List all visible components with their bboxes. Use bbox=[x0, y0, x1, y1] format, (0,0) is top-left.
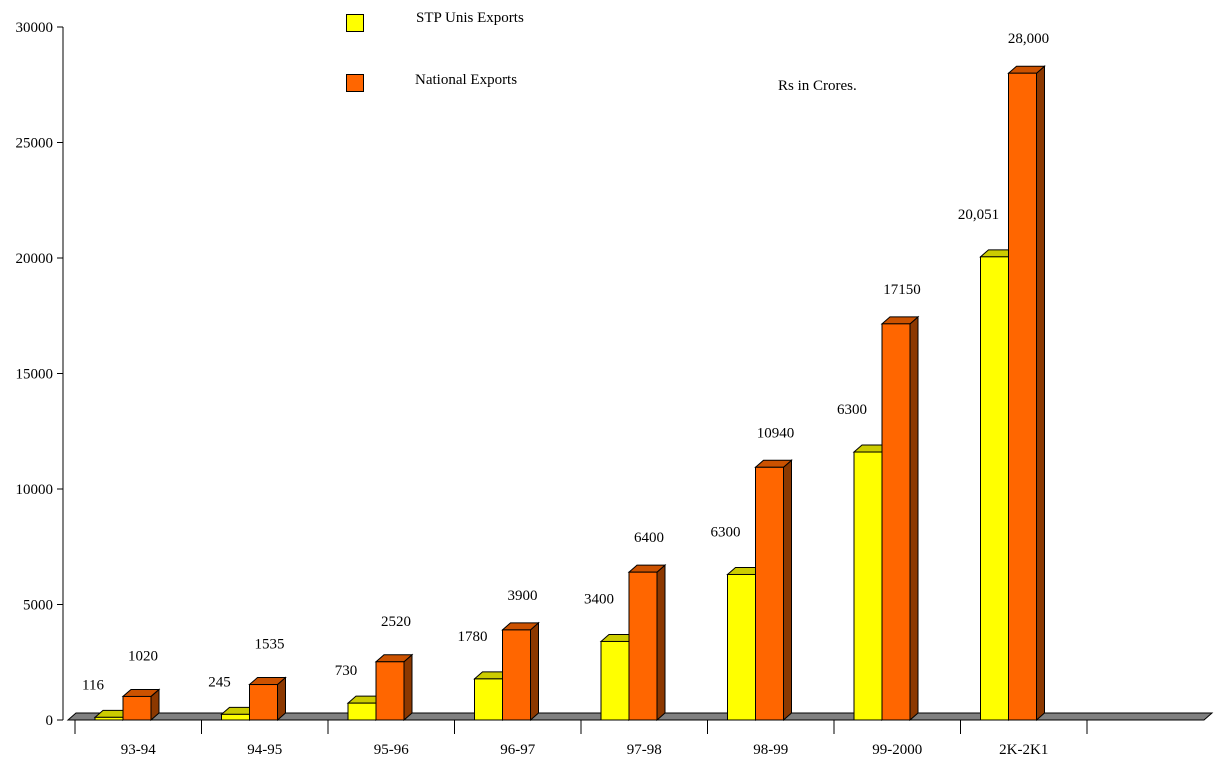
bar-side-national bbox=[1036, 65, 1045, 722]
bar-side-national bbox=[530, 621, 539, 722]
bar-stp bbox=[980, 256, 1009, 721]
bar-national bbox=[502, 629, 531, 721]
data-label-national: 1020 bbox=[128, 648, 158, 664]
data-label-stp: 3400 bbox=[584, 591, 614, 607]
data-label-national: 10940 bbox=[757, 425, 795, 441]
bar-stp bbox=[853, 451, 883, 721]
y-tick-label: 0 bbox=[46, 713, 54, 729]
data-label-stp: 245 bbox=[208, 674, 231, 690]
data-label-stp: 1780 bbox=[458, 629, 488, 645]
bar-national bbox=[755, 466, 784, 721]
x-tick-label: 2K-2K1 bbox=[999, 742, 1048, 758]
y-tick-label: 25000 bbox=[16, 136, 54, 152]
bar-side-national bbox=[403, 653, 413, 722]
data-label-national: 1535 bbox=[255, 637, 285, 653]
data-label-stp: 6300 bbox=[711, 524, 741, 540]
x-tick-label: 95-96 bbox=[374, 742, 409, 758]
data-label-stp: 6300 bbox=[837, 402, 867, 418]
legend-label-stp: STP Unis Exports bbox=[416, 10, 524, 26]
bar-side-national bbox=[909, 315, 919, 722]
bar-stp bbox=[221, 713, 250, 721]
bar-national bbox=[249, 684, 278, 721]
bar-national bbox=[1008, 72, 1037, 721]
x-tick-label: 96-97 bbox=[500, 742, 535, 758]
bar-side-national bbox=[656, 564, 666, 722]
x-tick-label: 97-98 bbox=[627, 742, 662, 758]
legend-label-national: National Exports bbox=[415, 72, 518, 88]
unit-note: Rs in Crores. bbox=[778, 78, 857, 94]
data-label-stp: 730 bbox=[335, 663, 358, 679]
y-tick-label: 30000 bbox=[16, 20, 54, 36]
data-label-national: 6400 bbox=[634, 530, 664, 546]
y-tick-label: 20000 bbox=[16, 251, 54, 267]
legend-swatch-stp bbox=[346, 14, 364, 32]
bar-national bbox=[122, 695, 152, 721]
bar-national bbox=[881, 323, 911, 721]
bar-side-national bbox=[783, 459, 792, 722]
legend-swatch-national bbox=[346, 74, 364, 92]
y-tick-label: 15000 bbox=[16, 367, 54, 383]
y-tick-label: 5000 bbox=[23, 598, 53, 614]
bar-stp bbox=[727, 573, 756, 721]
bar-stp bbox=[474, 678, 503, 721]
bar-stp bbox=[600, 640, 630, 721]
bar-stp bbox=[347, 702, 377, 721]
x-tick-label: 93-94 bbox=[121, 742, 156, 758]
data-label-national: 3900 bbox=[508, 588, 538, 604]
bar-national bbox=[375, 661, 405, 721]
bar-national bbox=[628, 571, 658, 721]
data-label-national: 2520 bbox=[381, 614, 411, 630]
x-tick-label: 94-95 bbox=[247, 742, 282, 758]
data-label-stp: 20,051 bbox=[958, 207, 999, 223]
data-label-national: 28,000 bbox=[1008, 31, 1049, 47]
y-tick-label: 10000 bbox=[16, 482, 54, 498]
x-tick-label: 99-2000 bbox=[872, 742, 922, 758]
data-label-stp: 116 bbox=[82, 677, 104, 693]
x-tick-label: 98-99 bbox=[753, 742, 788, 758]
bar-stp bbox=[94, 716, 124, 721]
data-label-national: 17150 bbox=[883, 282, 921, 298]
